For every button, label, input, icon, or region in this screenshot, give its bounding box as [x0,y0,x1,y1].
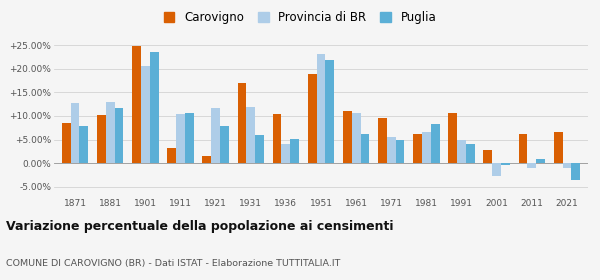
Bar [325,60,334,163]
Bar [247,107,255,163]
Bar [422,132,431,163]
Bar [352,113,361,163]
Bar [220,126,229,163]
Bar [413,134,422,163]
Bar [281,144,290,163]
Bar [132,46,141,163]
Bar [106,102,115,163]
Bar [79,126,88,163]
Bar [387,137,395,163]
Bar [150,52,158,163]
Bar [308,74,317,163]
Bar [378,118,387,163]
Bar [290,139,299,163]
Bar [62,123,71,163]
Bar [361,134,370,163]
Bar [343,111,352,163]
Bar [466,144,475,163]
Bar [238,83,247,163]
Bar [457,139,466,163]
Bar [71,103,79,163]
Bar [431,124,440,163]
Text: Variazione percentuale della popolazione ai censimenti: Variazione percentuale della popolazione… [6,220,394,233]
Bar [317,54,325,163]
Bar [176,114,185,163]
Legend: Carovigno, Provincia di BR, Puglia: Carovigno, Provincia di BR, Puglia [161,9,439,26]
Bar [97,115,106,163]
Bar [518,134,527,163]
Bar [395,141,404,163]
Bar [563,163,571,168]
Bar [527,163,536,168]
Bar [484,150,492,163]
Bar [167,148,176,163]
Bar [141,66,150,163]
Bar [115,108,124,163]
Bar [272,114,281,163]
Bar [501,163,510,165]
Bar [211,108,220,163]
Bar [536,159,545,163]
Bar [255,135,264,163]
Bar [571,163,580,179]
Text: COMUNE DI CAROVIGNO (BR) - Dati ISTAT - Elaborazione TUTTITALIA.IT: COMUNE DI CAROVIGNO (BR) - Dati ISTAT - … [6,259,340,268]
Bar [448,113,457,163]
Bar [185,113,194,163]
Bar [492,163,501,176]
Bar [202,155,211,163]
Bar [554,132,563,163]
